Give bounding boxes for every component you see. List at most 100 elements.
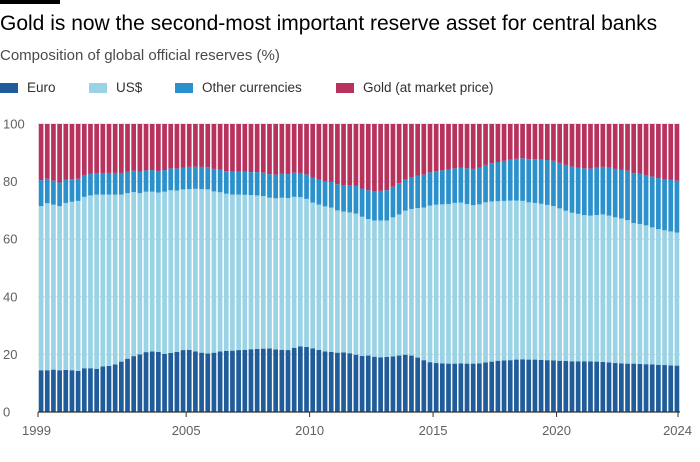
euro-bar [260,348,266,412]
other-currencies-bar [242,171,248,195]
other-currencies-bar [260,172,266,196]
gold-bar [662,124,667,180]
other-currencies-bar [193,166,198,189]
gold-bar [569,124,575,167]
usd-bar [575,213,581,362]
euro-bar [57,370,62,412]
euro-bar [446,363,451,412]
other-currencies-bar [581,168,587,216]
euro-bar [619,363,624,412]
usd-bar [63,202,69,370]
euro-bar [174,351,180,412]
gold-bar [254,124,260,173]
legend-label-euro: Euro [27,80,56,95]
gold-bar [248,124,254,173]
other-currencies-bar [180,167,186,190]
other-currencies-bar [149,170,155,192]
gold-bar [199,124,204,167]
euro-bar [631,363,637,412]
usd-bar [254,195,260,349]
x-tick-label: 2010 [295,423,324,438]
euro-bar [242,349,248,412]
other-currencies-bar [230,171,235,195]
gold-bar [260,124,266,173]
gold-bar [162,124,167,171]
other-currencies-bar [544,160,550,205]
usd-bar [409,208,414,356]
euro-bar [378,357,383,412]
usd-bar [353,213,359,355]
other-currencies-bar [335,184,340,211]
euro-bar [433,363,439,412]
other-currencies-bar [464,168,470,205]
euro-bar [100,366,106,412]
usd-bar [384,220,390,357]
gold-bar [402,124,408,180]
gold-bar [631,124,637,174]
gold-bar [51,124,56,181]
gold-bar [88,124,93,174]
gold-bar [495,124,501,163]
usd-bar [285,198,291,351]
usd-bar [631,223,637,364]
euro-bar [341,352,346,412]
usd-bar [137,193,143,355]
other-currencies-bar [88,173,93,196]
other-currencies-bar [236,171,241,195]
other-currencies-bar [217,169,223,193]
euro-bar [118,361,124,412]
other-currencies-bar [254,172,260,196]
gold-bar [341,124,346,186]
euro-bar [347,353,353,412]
usd-bar [402,210,408,355]
euro-bar [581,361,587,412]
gold-bar [470,124,476,169]
gold-bar [483,124,488,165]
euro-bar [662,365,667,412]
other-currencies-bar [316,179,322,205]
gold-bar [137,124,143,172]
other-currencies-bar [125,171,130,194]
usd-bar [477,204,482,364]
usd-bar [446,204,451,364]
euro-bar [186,349,192,412]
euro-bar [267,348,272,412]
other-currencies-bar [162,170,167,192]
gold-bar [156,124,161,171]
euro-bar [162,353,167,412]
euro-bar [322,351,328,412]
gold-bar [57,124,62,183]
gold-bar [322,124,328,182]
usd-bar [594,215,600,362]
usd-bar [421,207,427,361]
euro-bar [390,356,396,412]
gold-bar [439,124,445,171]
gold-bar [168,124,174,169]
other-currencies-bar [415,175,420,209]
usd-bar [162,191,167,354]
usd-bar [581,215,587,362]
usd-bar [186,189,192,350]
gold-bar [112,124,118,173]
other-currencies-bar [211,168,217,192]
usd-bar [199,189,204,353]
euro-bar [248,349,254,412]
other-currencies-bar [501,160,507,201]
other-currencies-bar [514,158,519,201]
other-currencies-bar [359,188,365,217]
gold-bar [149,124,155,171]
other-currencies-bar [402,179,408,211]
other-currencies-bar [63,179,69,203]
other-currencies-bar [674,180,680,233]
y-tick-label: 20 [3,347,17,362]
gold-bar [211,124,217,169]
y-tick-label: 0 [3,405,10,420]
usd-bar [57,206,62,371]
usd-bar [223,193,229,351]
usd-bar [458,202,464,364]
usd-bar [106,194,112,366]
usd-bar [242,194,248,350]
usd-bar [273,198,279,350]
usd-bar [544,204,550,361]
euro-bar [427,362,433,412]
